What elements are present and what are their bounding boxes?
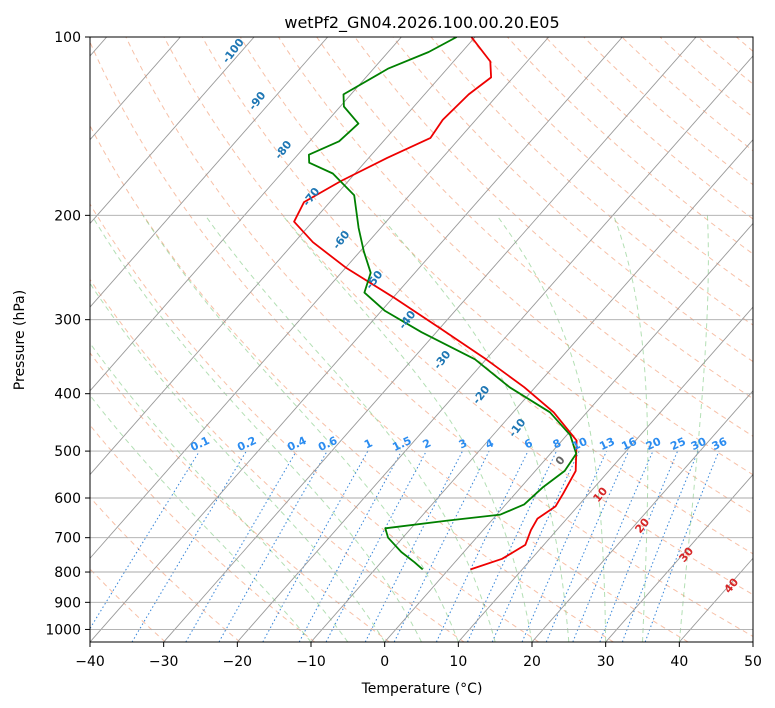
grid-lines xyxy=(90,37,753,642)
mixing-ratio-line xyxy=(599,450,679,642)
x-tick-label: 50 xyxy=(744,654,762,670)
moist-adiabat xyxy=(91,215,422,642)
moist-adiabat xyxy=(90,394,312,642)
y-tick-label: 300 xyxy=(54,313,81,329)
isotherm xyxy=(605,473,753,642)
dry-adiabat xyxy=(468,37,753,290)
isotherm xyxy=(236,55,753,642)
y-axis-ticks: 100 200 300 400 500 600 700 800 900 1000 xyxy=(45,30,90,638)
moist-adiabat xyxy=(678,215,709,642)
mixing-ratio-line xyxy=(90,450,200,630)
dry-adiabat xyxy=(90,40,689,642)
y-tick-label: 700 xyxy=(54,531,81,547)
x-tick-label: 40 xyxy=(670,654,688,670)
dry-adiabat xyxy=(90,424,315,642)
moist-adiabat xyxy=(90,342,349,642)
mixing-ratio-line xyxy=(644,450,720,642)
moist-adiabat xyxy=(496,215,607,642)
mixing-ratio-line xyxy=(521,450,608,642)
isotherm xyxy=(90,37,623,642)
x-tick-label: −10 xyxy=(296,654,326,670)
mixing-ratio-line xyxy=(218,450,328,642)
chart-title: wetPf2_GN04.2026.100.00.20.E05 xyxy=(284,13,559,33)
isotherm xyxy=(752,641,753,642)
moist-adiabat xyxy=(282,214,533,642)
y-tick-label: 400 xyxy=(54,387,81,403)
x-tick-label: 0 xyxy=(380,654,389,670)
dry-adiabat xyxy=(90,203,540,642)
isotherm xyxy=(90,37,181,141)
mixing-ratio-label: 13 xyxy=(597,435,616,453)
x-tick-label: −20 xyxy=(223,654,253,670)
isotherm xyxy=(457,306,753,642)
dry-adiabat xyxy=(90,278,465,642)
isotherm xyxy=(90,37,329,308)
plot-frame xyxy=(89,36,754,643)
y-axis-label: Pressure (hPa) xyxy=(12,290,28,390)
x-tick-label: 10 xyxy=(449,654,467,670)
mixing-ratio-line xyxy=(621,450,699,642)
y-tick-label: 600 xyxy=(54,491,81,507)
isotherm xyxy=(163,37,697,642)
dry-adiabat xyxy=(278,37,753,476)
series-temperature-line xyxy=(293,37,578,571)
isotherm xyxy=(90,37,255,225)
background-lines xyxy=(90,37,753,642)
y-tick-label: 800 xyxy=(54,565,81,581)
dry-adiabat xyxy=(163,37,753,596)
mixing-ratio-label: 16 xyxy=(620,435,640,453)
mixing-ratio-line xyxy=(572,450,654,642)
isotherm xyxy=(384,222,753,642)
x-tick-label: 30 xyxy=(597,654,615,670)
y-tick-label: 200 xyxy=(54,208,81,224)
mixing-ratio-label: 25 xyxy=(668,435,687,453)
sounding-series xyxy=(293,37,578,571)
dry-adiabat xyxy=(90,496,241,642)
mixing-ratio-line xyxy=(364,450,463,642)
mixing-ratio-label: 36 xyxy=(710,435,730,453)
dry-adiabat xyxy=(90,124,614,642)
isotherm xyxy=(90,37,476,476)
x-axis-ticks: −40 −30 −20 −10 0 10 20 30 40 50 xyxy=(75,642,762,670)
moist-adiabat xyxy=(142,215,459,642)
y-tick-label: 1000 xyxy=(45,622,81,638)
mixing-ratio-line xyxy=(393,450,490,642)
x-axis-label: Temperature (°C) xyxy=(361,681,483,697)
y-tick-label: 500 xyxy=(54,444,81,460)
x-tick-label: −40 xyxy=(75,654,105,670)
plot-area xyxy=(90,37,753,642)
dry-adiabat xyxy=(392,37,753,363)
moist-adiabat xyxy=(90,282,386,642)
dry-adiabat xyxy=(316,37,753,437)
isotherm xyxy=(531,390,753,642)
dry-adiabat xyxy=(125,37,753,638)
isotherm xyxy=(90,37,550,559)
isotherm xyxy=(310,139,753,642)
dry-adiabat xyxy=(239,37,753,515)
mixing-ratio-label: 10 xyxy=(570,435,590,453)
mixing-ratio-line xyxy=(298,450,402,642)
y-tick-label: 900 xyxy=(54,595,81,611)
mixing-ratio-label: 20 xyxy=(644,435,664,453)
isotherm xyxy=(90,37,402,392)
y-tick-label: 100 xyxy=(54,30,81,46)
moist-adiabat xyxy=(613,215,649,642)
series-dewpoint-line xyxy=(308,37,578,571)
mixing-ratio-line xyxy=(545,450,630,642)
x-tick-label: −30 xyxy=(149,654,179,670)
mixing-ratio-line xyxy=(262,450,369,642)
mixing-ratio-label: 30 xyxy=(689,435,709,453)
x-tick-label: 20 xyxy=(523,654,541,670)
